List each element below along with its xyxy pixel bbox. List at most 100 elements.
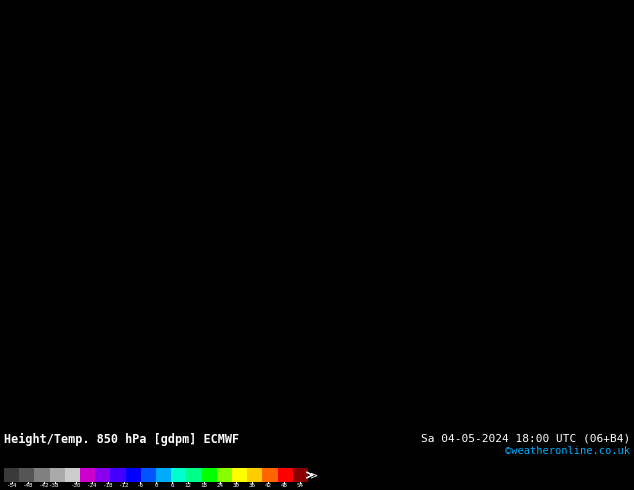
- Text: 4: 4: [29, 63, 34, 72]
- Text: 0: 0: [128, 261, 133, 270]
- Text: 0: 0: [65, 279, 69, 288]
- Text: 2: 2: [332, 405, 337, 414]
- Text: 9: 9: [466, 342, 471, 351]
- Text: 5: 5: [22, 18, 27, 27]
- Text: 9: 9: [410, 207, 415, 216]
- Text: 9: 9: [473, 369, 478, 378]
- Text: 0: 0: [473, 279, 478, 288]
- Text: 8: 8: [438, 369, 443, 378]
- Text: 5: 5: [248, 279, 252, 288]
- Text: 0: 0: [276, 342, 281, 351]
- Text: 9: 9: [29, 405, 34, 414]
- Text: 5: 5: [551, 189, 555, 198]
- Text: 6: 6: [226, 162, 231, 171]
- Text: 9: 9: [396, 279, 400, 288]
- Text: 6: 6: [219, 180, 224, 189]
- Text: 8: 8: [488, 234, 492, 243]
- Text: 7: 7: [311, 297, 316, 306]
- Text: 9: 9: [339, 171, 344, 180]
- Text: 5: 5: [121, 36, 126, 45]
- Text: 5: 5: [536, 45, 541, 54]
- Text: 5: 5: [607, 45, 612, 54]
- Text: 0: 0: [565, 423, 569, 432]
- Text: 9: 9: [72, 369, 76, 378]
- Text: 3: 3: [368, 45, 372, 54]
- Text: 9: 9: [8, 234, 13, 243]
- Text: 5: 5: [22, 117, 27, 126]
- Text: 4: 4: [431, 63, 436, 72]
- Text: 3: 3: [93, 99, 98, 108]
- Text: 9: 9: [1, 234, 6, 243]
- Text: 0: 0: [198, 306, 203, 315]
- Text: 8: 8: [346, 144, 351, 153]
- Text: 6: 6: [212, 27, 217, 36]
- Text: 5: 5: [142, 108, 146, 117]
- Text: 3: 3: [65, 135, 69, 144]
- Text: 5: 5: [178, 27, 182, 36]
- Text: 6: 6: [248, 297, 252, 306]
- Text: 1: 1: [290, 351, 295, 360]
- Text: 6: 6: [318, 135, 323, 144]
- Text: 7: 7: [621, 144, 626, 153]
- Text: 1: 1: [353, 396, 358, 405]
- Text: 5: 5: [149, 171, 154, 180]
- Text: 6: 6: [551, 90, 555, 99]
- Text: 8: 8: [128, 225, 133, 234]
- Text: 4: 4: [79, 45, 83, 54]
- Text: 8: 8: [389, 324, 393, 333]
- Text: 3: 3: [163, 0, 168, 9]
- Text: 1: 1: [79, 288, 83, 297]
- Text: 2: 2: [332, 414, 337, 423]
- Text: 9: 9: [269, 333, 273, 342]
- Text: 9: 9: [522, 261, 527, 270]
- Text: 2: 2: [515, 297, 520, 306]
- Text: 8: 8: [495, 234, 499, 243]
- Text: 6: 6: [607, 216, 612, 225]
- Text: 9: 9: [65, 351, 69, 360]
- Text: 0: 0: [79, 387, 83, 396]
- Text: 8: 8: [445, 225, 450, 234]
- Text: 8: 8: [361, 351, 365, 360]
- Text: 2: 2: [107, 333, 112, 342]
- Text: 8: 8: [22, 198, 27, 207]
- Text: 9: 9: [65, 396, 69, 405]
- Text: 5: 5: [128, 45, 133, 54]
- Text: 1: 1: [488, 324, 492, 333]
- Text: 8: 8: [339, 243, 344, 252]
- Text: 7: 7: [297, 270, 302, 279]
- Text: 6: 6: [276, 261, 281, 270]
- Text: 3: 3: [621, 9, 626, 18]
- Text: 2: 2: [614, 369, 619, 378]
- Text: 8: 8: [389, 315, 393, 324]
- Text: 3: 3: [346, 36, 351, 45]
- Text: 6: 6: [44, 171, 48, 180]
- Text: 7: 7: [8, 171, 13, 180]
- Text: 4: 4: [1, 72, 6, 81]
- Text: 6: 6: [565, 63, 569, 72]
- Text: 8: 8: [332, 171, 337, 180]
- Text: 3: 3: [361, 81, 365, 90]
- Text: 5: 5: [543, 36, 548, 45]
- Text: 3: 3: [79, 117, 83, 126]
- Text: 4: 4: [51, 126, 55, 135]
- Text: 6: 6: [234, 189, 238, 198]
- Text: 2: 2: [325, 423, 330, 432]
- Text: 7: 7: [586, 117, 590, 126]
- Text: 8: 8: [332, 306, 337, 315]
- Text: 1: 1: [191, 315, 196, 324]
- Text: 2: 2: [248, 405, 252, 414]
- Text: 2: 2: [558, 342, 562, 351]
- Text: 3: 3: [361, 63, 365, 72]
- Text: 9: 9: [332, 342, 337, 351]
- Text: 4: 4: [325, 99, 330, 108]
- Text: 0: 0: [522, 270, 527, 279]
- Text: 9: 9: [403, 306, 408, 315]
- Text: 2: 2: [114, 315, 119, 324]
- Text: 7: 7: [325, 297, 330, 306]
- Text: 4: 4: [107, 63, 112, 72]
- Text: 2: 2: [600, 342, 605, 351]
- Text: 2: 2: [304, 414, 309, 423]
- Text: 1: 1: [107, 360, 112, 369]
- Text: 0: 0: [65, 288, 69, 297]
- Text: 0: 0: [543, 279, 548, 288]
